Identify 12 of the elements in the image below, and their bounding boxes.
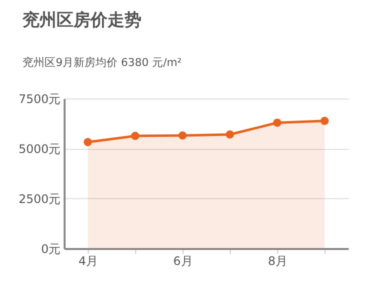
x-tick-label: 6月 (173, 254, 193, 268)
point (226, 130, 234, 139)
chart-title: 兖州区房价走势 (22, 10, 142, 30)
chart-subtitle: 兖州区9月新房均价 6380 元/m² (22, 56, 182, 69)
x-tick-label: 4月 (78, 254, 98, 268)
y-tick-label: 0元 (41, 242, 61, 256)
x-tick-label: 8月 (268, 254, 288, 268)
point (320, 116, 329, 126)
y-tick-label: 7500元 (18, 92, 61, 106)
y-tick-label: 5000元 (18, 142, 61, 156)
point (84, 138, 92, 146)
y-tick-label: 2500元 (18, 192, 61, 206)
